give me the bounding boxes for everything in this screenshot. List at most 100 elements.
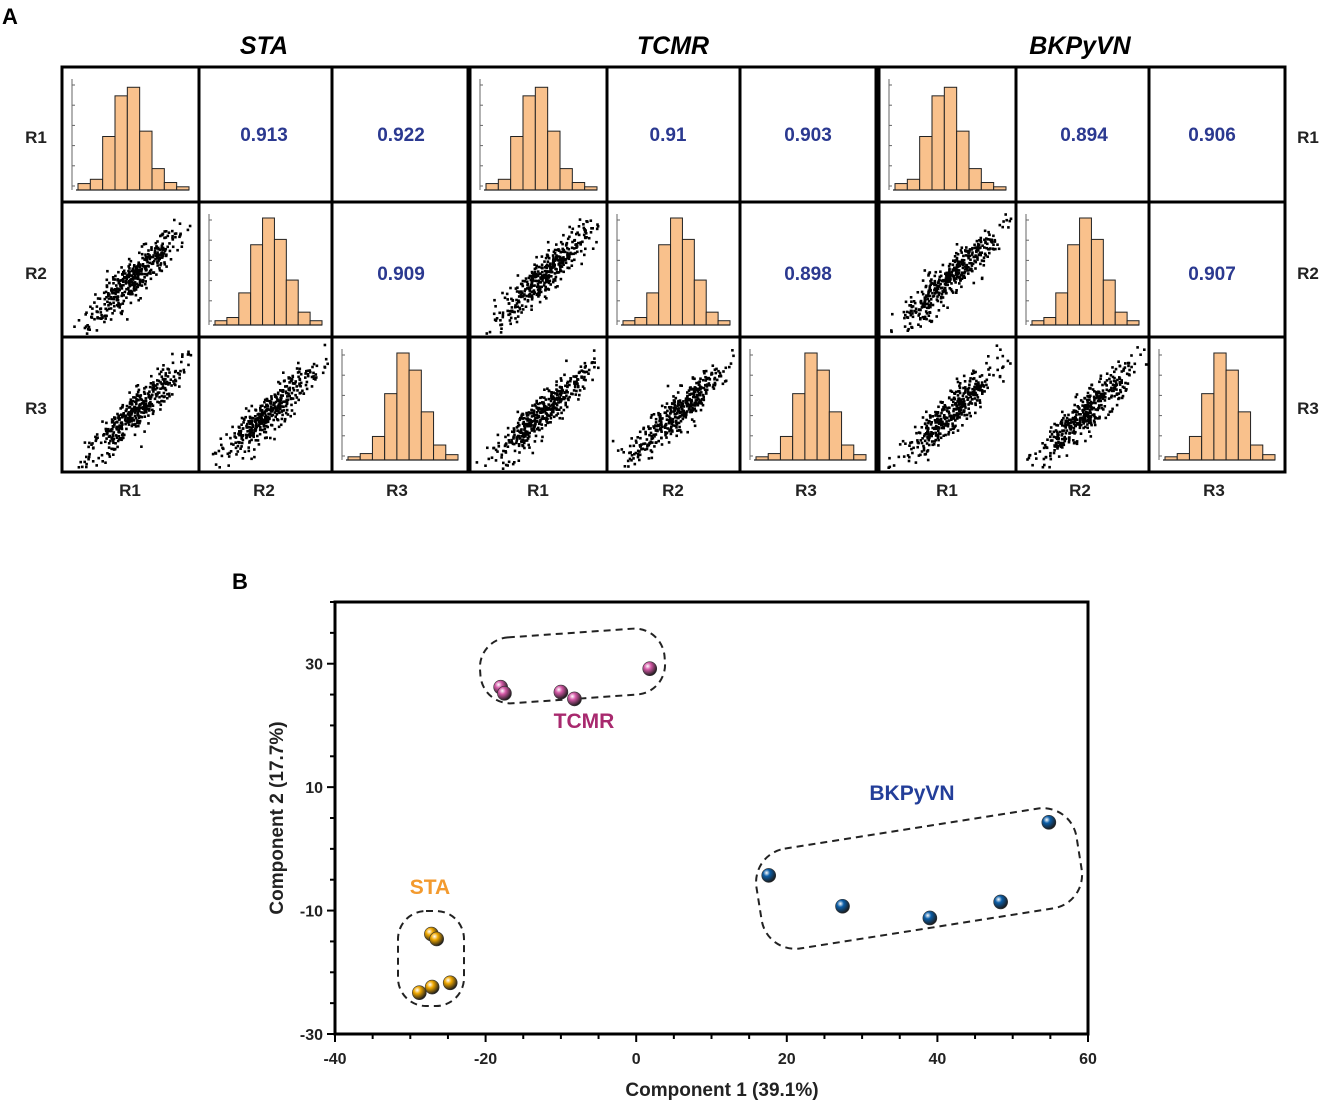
scatter-point-bkpyvn-r2-r1	[935, 315, 938, 318]
scatter-point-tcmr-r3-r2	[633, 462, 637, 466]
scatter-point-tcmr-r3-r1	[497, 445, 501, 448]
scatter-point-bkpyvn-r2-r1	[924, 284, 928, 288]
scatter-point-bkpyvn-r3-r2	[1083, 405, 1086, 408]
scatter-point-sta-r3-r1	[125, 404, 129, 408]
scatter-point-sta-r3-r1	[143, 387, 146, 390]
scatter-point-tcmr-r3-r1	[560, 391, 563, 395]
scatter-point-sta-r3-r2	[295, 385, 298, 388]
scatter-point-tcmr-r3-r1	[502, 449, 505, 453]
scatter-point-tcmr-r3-r2	[652, 413, 656, 416]
scatter-point-tcmr-r3-r2	[671, 420, 675, 424]
scatter-point-bkpyvn-r3-r1	[952, 413, 956, 417]
scatter-point-tcmr-r3-r2	[732, 354, 735, 358]
scatter-point-tcmr-r2-r1	[575, 246, 578, 249]
scatter-point-tcmr-r2-r1	[498, 311, 501, 315]
scatter-point-tcmr-r3-r2	[679, 405, 683, 409]
scatter-point-tcmr-r2-r1	[565, 241, 569, 245]
scatter-point-bkpyvn-r3-r1	[947, 430, 951, 434]
scatter-point-tcmr-r3-r2	[692, 420, 696, 423]
matrix-frame-sta	[60, 65, 470, 474]
scatter-point-sta-r3-r1	[172, 380, 175, 383]
scatter-point-sta-r3-r1	[110, 421, 114, 424]
scatter-point-bkpyvn-r3-r2	[1118, 383, 1122, 386]
scatter-point-sta-r3-r1	[94, 439, 98, 443]
scatter-point-sta-r2-r1	[105, 296, 108, 299]
scatter-point-sta-r3-r2	[253, 448, 256, 451]
scatter-point-bkpyvn-r3-r1	[968, 411, 971, 415]
scatter-point-tcmr-r3-r2	[623, 465, 627, 468]
tcmr-cluster-label: TCMR	[554, 710, 615, 733]
scatter-point-sta-r2-r1	[85, 311, 88, 314]
scatter-point-bkpyvn-r2-r1	[952, 259, 955, 262]
scatter-point-tcmr-r2-r1	[578, 218, 582, 221]
scatter-point-sta-r2-r1	[139, 297, 142, 300]
scatter-point-tcmr-r2-r1	[500, 323, 504, 326]
scatter-point-bkpyvn-r3-r2	[1083, 425, 1087, 429]
scatter-point-sta-r2-r1	[103, 320, 106, 324]
scatter-point-bkpyvn-r3-r1	[960, 413, 963, 416]
scatter-point-sta-r3-r2	[241, 438, 245, 442]
scatter-point-tcmr-r3-r2	[712, 383, 715, 387]
scatter-point-tcmr-r3-r1	[546, 414, 549, 417]
scatter-point-tcmr-r2-r1	[510, 297, 513, 301]
scatter-point-tcmr-r2-r1	[549, 266, 552, 270]
scatter-point-bkpyvn-r3-r2	[1065, 423, 1068, 427]
scatter-point-sta-r3-r1	[117, 414, 120, 418]
scatter-point-bkpyvn-r3-r1	[938, 422, 941, 425]
col-label-sta-r2: R2	[253, 481, 275, 500]
scatter-point-tcmr-r3-r2	[713, 377, 716, 381]
bkpyvn-point	[922, 910, 938, 926]
scatter-point-sta-r2-r1	[160, 233, 163, 237]
scatter-point-bkpyvn-r2-r1	[958, 260, 961, 264]
scatter-point-tcmr-r2-r1	[567, 257, 571, 261]
scatter-point-sta-r3-r2	[227, 464, 230, 467]
scatter-point-tcmr-r3-r2	[693, 407, 696, 410]
scatter-point-bkpyvn-r3-r2	[1088, 408, 1092, 411]
scatter-point-sta-r3-r2	[258, 428, 262, 432]
scatter-point-tcmr-r3-r2	[680, 384, 683, 387]
col-label-sta-r3: R3	[386, 481, 408, 500]
scatter-point-sta-r3-r2	[231, 425, 234, 429]
scatter-point-sta-r3-r1	[126, 417, 130, 420]
scatter-point-tcmr-r3-r2	[616, 449, 620, 452]
scatter-point-sta-r2-r1	[141, 280, 144, 284]
scatter-point-sta-r3-r2	[261, 419, 265, 422]
scatter-point-sta-r2-r1	[95, 310, 99, 313]
scatter-point-bkpyvn-r3-r2	[1123, 366, 1127, 369]
scatter-point-sta-r2-r1	[149, 272, 152, 275]
scatter-point-sta-r3-r1	[129, 419, 133, 423]
scatter-point-sta-r3-r2	[310, 385, 314, 388]
scatter-point-tcmr-r3-r1	[547, 397, 551, 401]
scatter-point-bkpyvn-r3-r2	[1120, 381, 1123, 384]
scatter-point-sta-r3-r1	[135, 384, 138, 388]
scatter-point-sta-r3-r2	[265, 419, 269, 423]
scatter-point-sta-r2-r1	[117, 270, 120, 274]
scatter-point-tcmr-r3-r1	[525, 414, 529, 417]
scatter-point-bkpyvn-r2-r1	[978, 246, 981, 250]
scatter-point-tcmr-r3-r1	[526, 437, 530, 440]
scatter-point-sta-r2-r1	[153, 247, 157, 250]
scatter-point-bkpyvn-r3-r2	[1049, 451, 1052, 455]
scatter-point-bkpyvn-r2-r1	[952, 274, 956, 278]
scatter-point-sta-r2-r1	[121, 302, 125, 305]
scatter-point-bkpyvn-r3-r1	[957, 412, 961, 416]
scatter-point-tcmr-r3-r1	[558, 408, 561, 411]
scatter-point-sta-r3-r1	[90, 443, 93, 446]
scatter-point-bkpyvn-r3-r1	[938, 418, 942, 422]
scatter-point-sta-r2-r1	[103, 297, 107, 301]
scatter-point-bkpyvn-r2-r1	[957, 265, 960, 268]
scatter-point-bkpyvn-r3-r2	[1121, 394, 1125, 398]
scatter-point-tcmr-r3-r1	[503, 444, 507, 448]
scatter-point-bkpyvn-r3-r2	[1102, 408, 1105, 411]
scatter-point-bkpyvn-r3-r2	[1104, 416, 1108, 420]
scatter-point-bkpyvn-r2-r1	[933, 282, 936, 286]
scatter-point-bkpyvn-r3-r1	[935, 412, 938, 416]
scatter-point-tcmr-r3-r1	[523, 446, 526, 450]
scatter-point-tcmr-r2-r1	[524, 305, 528, 308]
scatter-point-bkpyvn-r2-r1	[938, 284, 941, 287]
scatter-point-tcmr-r2-r1	[566, 266, 569, 270]
hist-bar-sta-r3	[384, 393, 398, 461]
scatter-point-sta-r2-r1	[136, 277, 140, 281]
scatter-point-sta-r3-r2	[314, 378, 317, 381]
scatter-point-bkpyvn-r3-r2	[1067, 413, 1070, 417]
